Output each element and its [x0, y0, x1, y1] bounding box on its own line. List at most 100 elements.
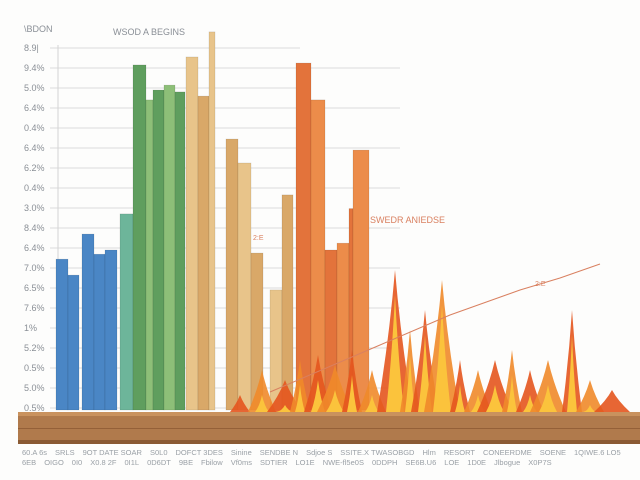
x-tick-labels-row1: 60.A 6s SRLS 9OT DATE SOAR S0L0 DOFCT 3DES Si…: [22, 448, 621, 457]
flame: [576, 380, 604, 412]
x-tick-label: 60.A 6s: [22, 448, 47, 457]
x-tick-label: SDTIER: [260, 458, 288, 467]
y-tick-label: 6.5%: [24, 283, 45, 293]
bar-green: [174, 91, 186, 411]
x-tick-label: SOENE: [540, 448, 566, 457]
y-tick-label: 3.0%: [24, 203, 45, 213]
bar-blue: [67, 274, 80, 411]
bar-green: [152, 89, 165, 411]
x-tick-label: 0DDPH: [372, 458, 397, 467]
x-tick-label: 1D0E: [467, 458, 486, 467]
x-tick-label: X0P7S: [528, 458, 551, 467]
x-tick-label: LO1E: [296, 458, 315, 467]
y-tick-label: 7.0%: [24, 263, 45, 273]
x-tick-label: CONEERDME: [483, 448, 532, 457]
trend-line-path: [269, 263, 601, 393]
flame-core: [255, 395, 269, 412]
y-tick-label: 5.0%: [24, 383, 45, 393]
bar-green: [163, 84, 176, 411]
x-tick-label: SRLS: [55, 448, 75, 457]
bar-blue: [104, 249, 118, 411]
x-tick-label: RESORT: [444, 448, 476, 457]
y-tick-labels: 8.9| 9.4% 5.0% 6.4% 0.4% 6.4% 6.2% 0.4% 3.0% 8.4%…: [24, 43, 45, 413]
bar-blue: [81, 233, 95, 411]
x-tick-label: Sinine: [231, 448, 252, 457]
y-tick-label: 8.4%: [24, 223, 45, 233]
x-tick-label: Fbilow: [201, 458, 223, 467]
wooden-base: [18, 412, 640, 444]
bar-tan: [237, 162, 252, 411]
y-tick-label: 0.4%: [24, 183, 45, 193]
bar-tan: [225, 138, 239, 411]
chart-title: WSOD A BEGINS: [113, 27, 185, 37]
y-tick-label: 9.4%: [24, 63, 45, 73]
y-tick-label: 5.0%: [24, 83, 45, 93]
y-tick-label: 7.6%: [24, 303, 45, 313]
y-tick-label: 0.5%: [24, 363, 45, 373]
bar-green: [145, 99, 154, 411]
x-tick-label: SENDBE N: [260, 448, 298, 457]
x-tick-label: 0I1L: [125, 458, 140, 467]
x-tick-label: X0.8 2F: [90, 458, 117, 467]
flame-core: [326, 390, 344, 412]
x-tick-label: LOE: [444, 458, 459, 467]
flames-decoration: [230, 270, 630, 420]
flame: [230, 395, 250, 412]
annotation-2: 2:E: [253, 235, 264, 242]
bar-orange: [295, 62, 312, 411]
trend-line: [269, 263, 601, 393]
x-tick-label: Vf0ms: [231, 458, 253, 467]
x-tick-label: NWE-fl5e0S: [323, 458, 364, 467]
flame-core: [295, 385, 305, 412]
x-tick-labels-row2: 6EB OIGO 0I0 X0.8 2F 0I1L 0D6DT 9BE Fbilow Vf0ms…: [22, 458, 552, 467]
y-tick-label: 5.2%: [24, 343, 45, 353]
x-tick-label: 0I0: [72, 458, 82, 467]
bar-blue: [55, 258, 69, 411]
flame: [248, 370, 276, 412]
bar-teal: [119, 213, 134, 411]
flame-core: [347, 375, 357, 412]
flame-core: [567, 335, 577, 412]
y-tick-label: 0.5%: [24, 403, 45, 413]
bar-tan: [185, 56, 199, 411]
y-tick-label: 6.4%: [24, 143, 45, 153]
flame-core: [486, 385, 504, 412]
y-tick-label: 0.4%: [24, 123, 45, 133]
bar-orange: [352, 149, 370, 411]
y-axis-label: \BDON: [24, 24, 53, 34]
annotation-3: 2:E: [535, 281, 546, 288]
flame-core: [405, 355, 415, 412]
y-tick-label: 6.4%: [24, 103, 45, 113]
bar-blue: [93, 253, 106, 411]
x-tick-label: SE6B.U6: [405, 458, 436, 467]
x-tick-label: Hlm: [423, 448, 436, 457]
x-tick-label: 1QIWE.6 LO5: [574, 448, 621, 457]
x-tick-label: 9OT DATE SOAR: [83, 448, 143, 457]
x-tick-label: OIGO: [44, 458, 64, 467]
bar-green: [132, 64, 147, 411]
x-tick-label: SSITE.X TWASOBGD: [340, 448, 415, 457]
flame: [594, 390, 630, 412]
x-tick-label: 0D6DT: [147, 458, 171, 467]
x-tick-label: DOFCT 3DES: [176, 448, 223, 457]
y-tick-label: 1%: [24, 323, 37, 333]
y-tick-label: 6.4%: [24, 243, 45, 253]
flame-core: [539, 385, 557, 412]
flame-core: [455, 385, 465, 412]
bar-tan: [208, 31, 216, 411]
bars: [55, 31, 370, 411]
x-tick-label: Jlbogue: [494, 458, 520, 467]
x-tick-label: S0L0: [150, 448, 168, 457]
x-tick-label: Sdjoe S: [306, 448, 332, 457]
x-tick-label: 6EB: [22, 458, 36, 467]
bar-tan: [281, 194, 294, 411]
flame-core: [583, 405, 597, 412]
x-tick-label: 9BE: [179, 458, 193, 467]
flame: [317, 365, 353, 412]
y-tick-label: 8.9|: [24, 43, 39, 53]
flame-core: [433, 305, 451, 412]
flame-core: [386, 295, 404, 412]
y-tick-label: 6.2%: [24, 163, 45, 173]
flame-core: [365, 395, 379, 412]
